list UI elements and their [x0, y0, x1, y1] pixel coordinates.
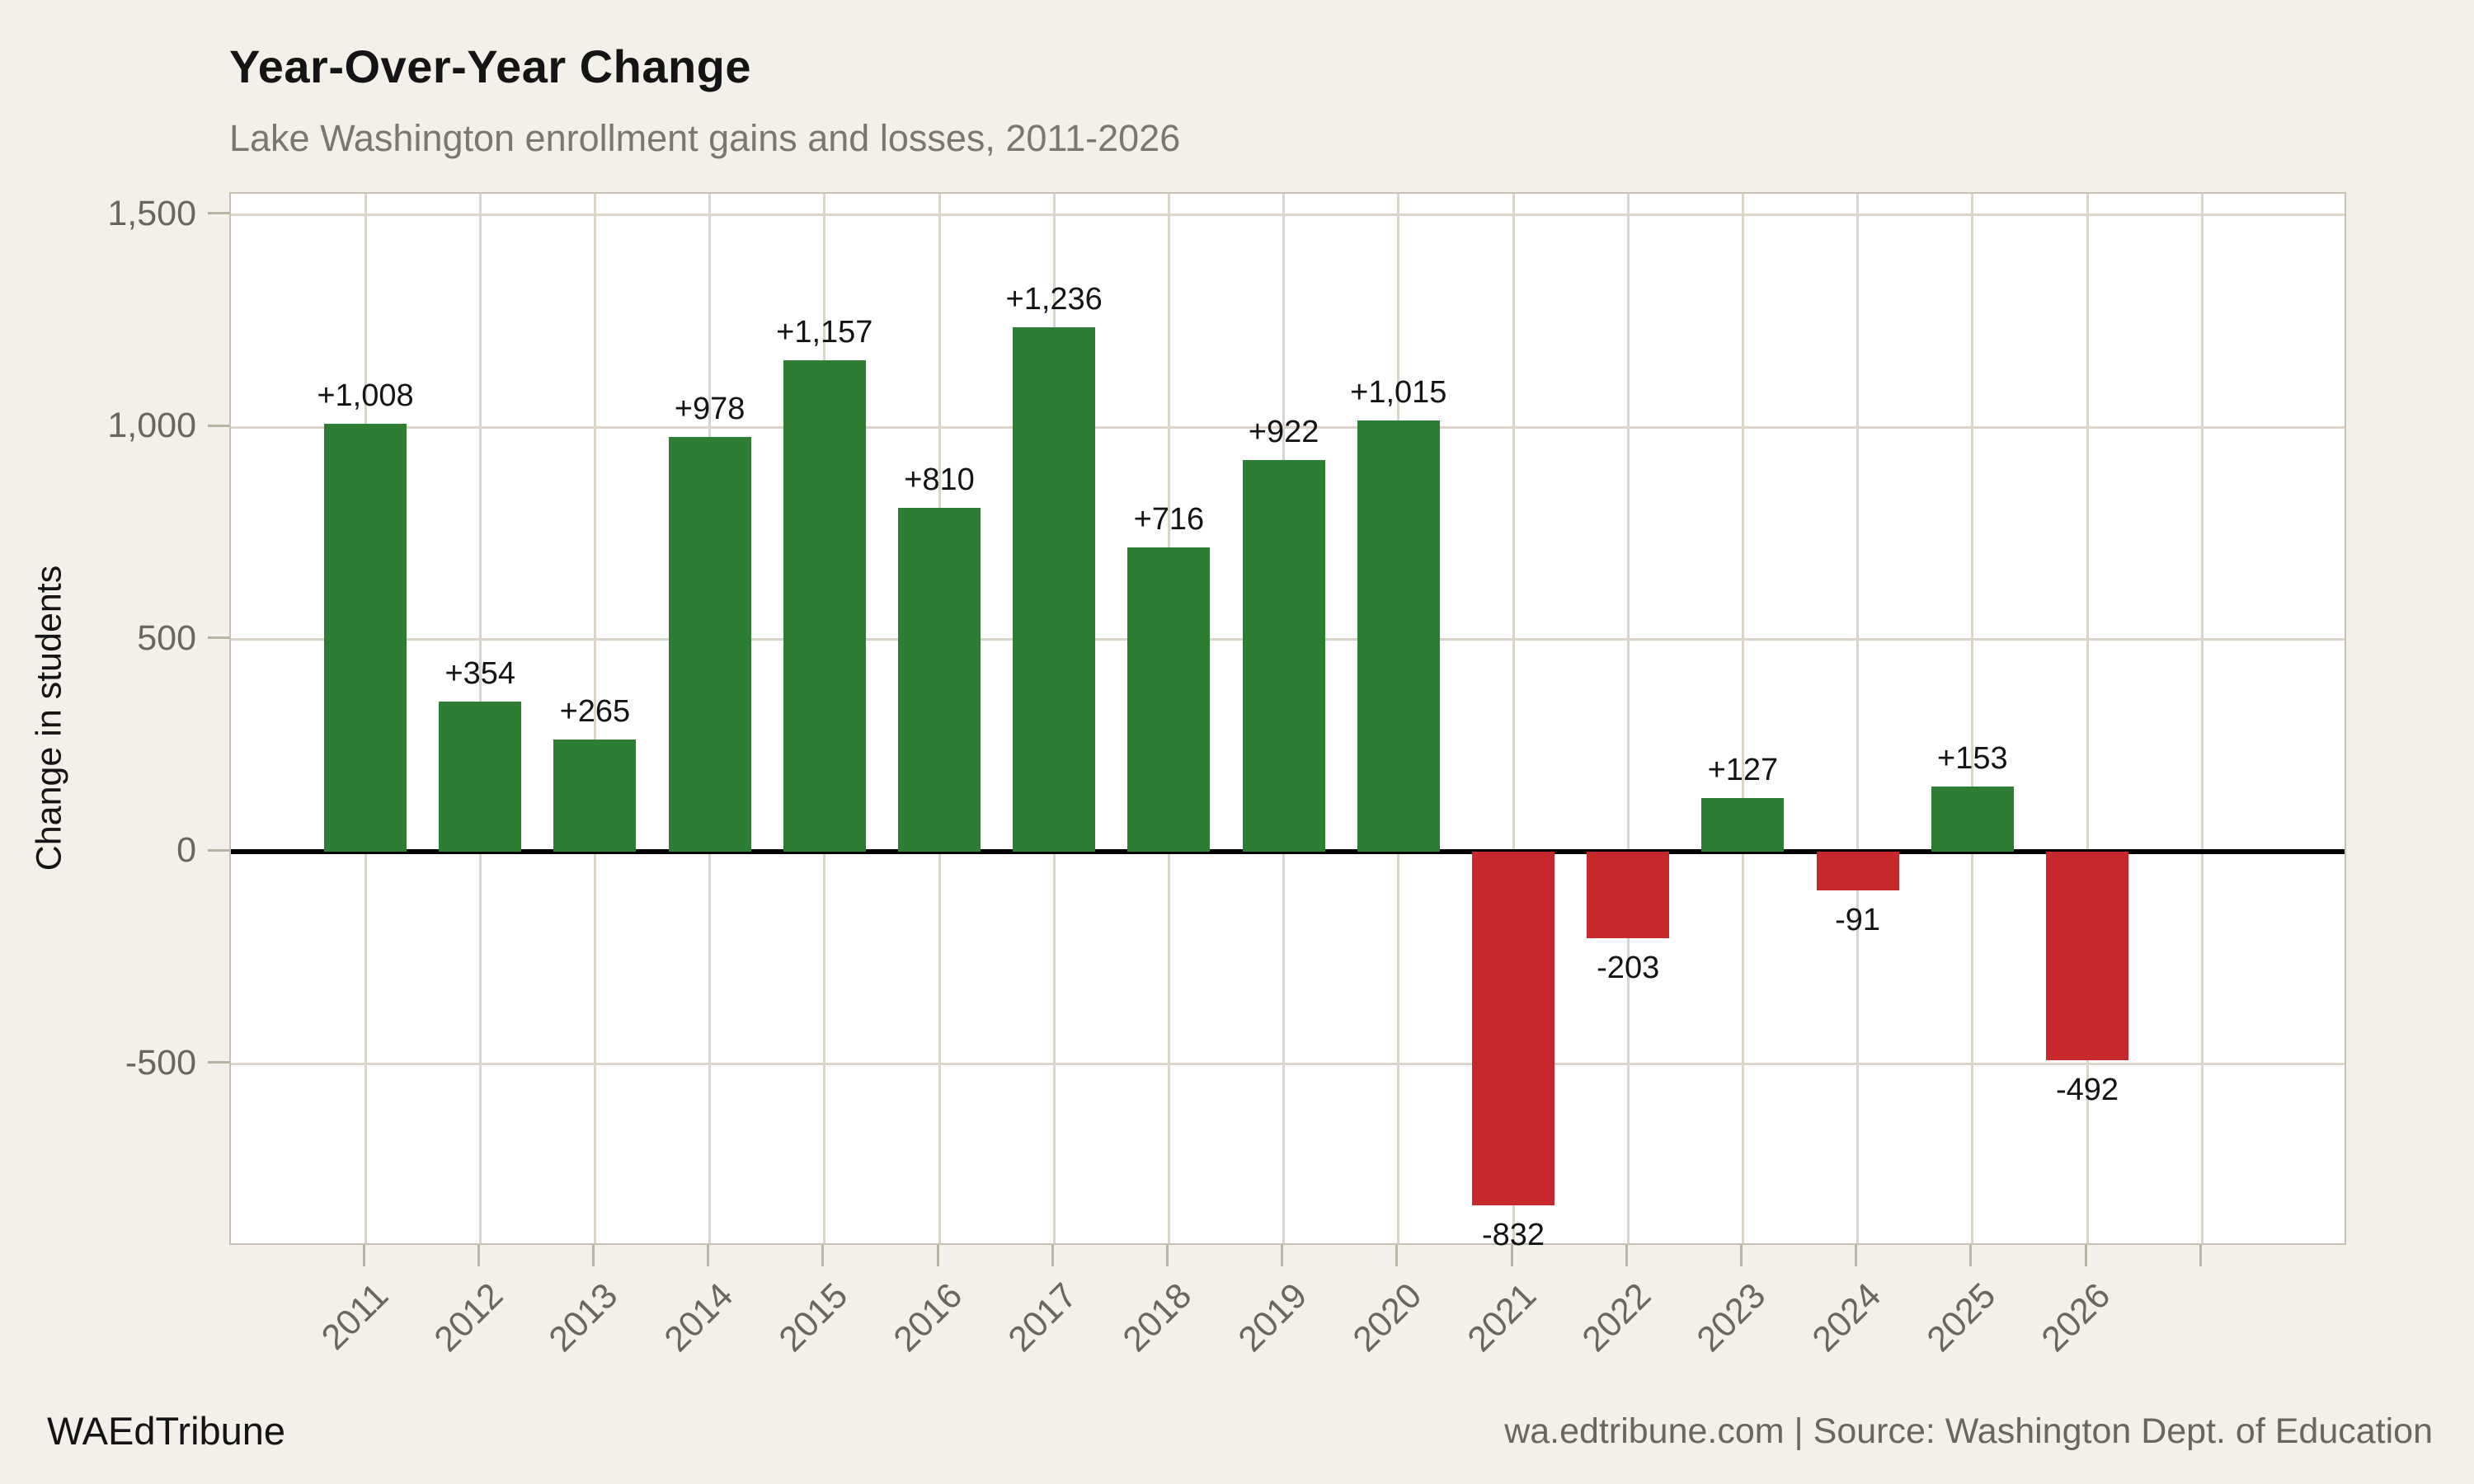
bar-2022 — [1587, 852, 1670, 938]
bar-2025 — [1931, 787, 2014, 852]
y-tick-mark-1,000 — [208, 424, 229, 427]
gridline-h--500 — [231, 1063, 2345, 1066]
plot-area: +1,008 +354 +265 +978 +1,157 +810 +1,236 +716 +9… — [229, 192, 2346, 1252]
bar-2017 — [1013, 326, 1096, 852]
x-tick-mark-2012 — [477, 1245, 480, 1266]
bar-2013 — [553, 739, 637, 852]
value-label-2025: +153 — [1937, 741, 2008, 777]
value-label-2023: +127 — [1707, 752, 1779, 787]
value-label-2011: +1,008 — [317, 378, 414, 414]
value-label-2015: +1,157 — [776, 315, 873, 350]
x-tick-mark-2023 — [1739, 1245, 1743, 1266]
x-tick-mark-2016 — [936, 1245, 939, 1266]
zero-baseline — [231, 849, 2345, 855]
bar-2024 — [1816, 852, 1899, 890]
chart-title: Year-Over-Year Change — [229, 40, 752, 92]
y-tick-mark-500 — [208, 636, 229, 640]
x-tick-mark-2017 — [1051, 1245, 1054, 1266]
chart-subtitle: Lake Washington enrollment gains and los… — [229, 117, 1181, 159]
value-label-2022: -203 — [1597, 950, 1660, 985]
gridline-h-1,000 — [231, 425, 2345, 429]
value-label-2019: +922 — [1248, 415, 1319, 450]
x-tick-mark-2014 — [707, 1245, 710, 1266]
value-label-2024: -91 — [1835, 902, 1881, 937]
bar-2011 — [324, 424, 407, 852]
bar-2015 — [783, 360, 866, 852]
bar-2020 — [1357, 420, 1440, 852]
value-label-2026: -492 — [2055, 1073, 2119, 1108]
value-label-2018: +716 — [1133, 502, 1205, 538]
y-axis-title: Change in students — [29, 565, 69, 871]
gridline-v-2026 — [2086, 194, 2089, 1243]
y-tick-label-0: 0 — [176, 830, 196, 871]
y-tick-label-1,500: 1,500 — [107, 193, 196, 233]
bar-2018 — [1127, 547, 1211, 852]
gridline-v-2024 — [1856, 194, 1860, 1243]
y-tick-mark--500 — [208, 1061, 229, 1064]
x-tick-mark-2025 — [1969, 1245, 1973, 1266]
value-label-2020: +1,015 — [1350, 375, 1447, 411]
value-label-2017: +1,236 — [1005, 281, 1103, 317]
x-tick-mark-2015 — [821, 1245, 825, 1266]
value-label-2016: +810 — [904, 463, 975, 498]
y-tick-label--500: -500 — [125, 1042, 196, 1082]
bar-2023 — [1701, 797, 1785, 852]
y-tick-label-500: 500 — [137, 618, 196, 658]
bar-2026 — [2046, 852, 2128, 1061]
gridline-v-2025 — [1971, 194, 1974, 1243]
gridline-h-1,500 — [231, 214, 2345, 217]
x-tick-mark-2021 — [1510, 1245, 1513, 1266]
footer-source-attribution: wa.edtribune.com | Source: Washington De… — [1504, 1411, 2433, 1451]
gridline-v-2013 — [593, 194, 596, 1243]
bar-2012 — [439, 701, 522, 852]
gridline-v-extra — [2200, 194, 2204, 1243]
x-tick-mark-2013 — [591, 1245, 595, 1266]
value-label-2013: +265 — [559, 693, 631, 729]
y-tick-mark-0 — [208, 848, 229, 852]
x-tick-mark-2019 — [1281, 1245, 1284, 1266]
x-tick-mark-extra — [2199, 1245, 2202, 1266]
gridline-v-2021 — [1512, 194, 1515, 1243]
x-tick-mark-2011 — [362, 1245, 365, 1266]
bar-2014 — [668, 436, 751, 852]
footer-brand: WAEdTribune — [47, 1409, 286, 1453]
x-tick-mark-2018 — [1165, 1245, 1169, 1266]
bar-2019 — [1242, 460, 1325, 852]
value-label-2012: +354 — [444, 655, 515, 691]
x-tick-mark-2022 — [1625, 1245, 1628, 1266]
y-tick-mark-1,500 — [208, 212, 229, 215]
gridline-v-2023 — [1741, 194, 1744, 1243]
y-tick-label-1,000: 1,000 — [107, 406, 196, 446]
x-tick-mark-2026 — [2084, 1245, 2087, 1266]
bar-2016 — [898, 508, 981, 852]
value-label-2014: +978 — [674, 391, 745, 426]
x-tick-mark-2024 — [1855, 1245, 1858, 1266]
gridline-v-2022 — [1626, 194, 1630, 1243]
bar-2021 — [1472, 852, 1554, 1205]
value-label-2021: -832 — [1481, 1217, 1545, 1252]
x-tick-mark-2020 — [1395, 1245, 1399, 1266]
